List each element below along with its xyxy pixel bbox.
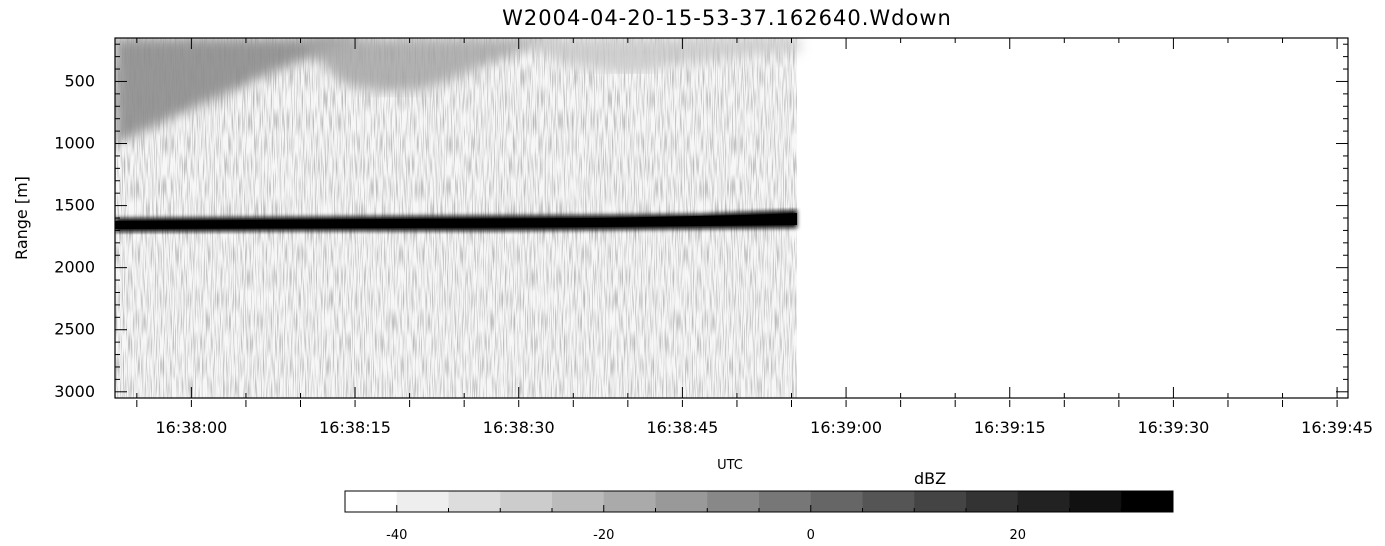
colorbar-label: dBZ: [914, 469, 946, 488]
colorbar-swatch: [448, 491, 501, 512]
colorbar-swatch: [1017, 491, 1070, 512]
x-tick-label: 16:39:30: [1137, 418, 1209, 437]
x-tick-label: 16:38:00: [155, 418, 227, 437]
colorbar-swatch: [759, 491, 812, 512]
colorbar-swatch: [862, 491, 915, 512]
strong-return-layer: [115, 210, 797, 232]
x-tick-label: 16:38:45: [646, 418, 718, 437]
x-tick-label: 16:38:15: [319, 418, 391, 437]
x-tick-label: 16:38:30: [483, 418, 555, 437]
x-tick-label: 16:39:15: [974, 418, 1046, 437]
colorbar-swatch: [500, 491, 553, 512]
x-axis: 16:38:00 16:38:15 16:38:30 16:38:45 16:39:00…: [136, 38, 1373, 437]
colorbar-swatch: [810, 491, 863, 512]
colorbar-tick-label: 20: [1009, 528, 1026, 543]
near-range-clutter: [115, 38, 800, 145]
colorbar-swatch: [914, 491, 967, 512]
colorbar-swatch: [552, 491, 605, 512]
colorbar-swatch: [655, 491, 708, 512]
colorbar-swatch: [345, 491, 398, 512]
chart-title: W2004-04-20-15-53-37.162640.Wdown: [502, 6, 952, 30]
colorbar-swatch: [603, 491, 656, 512]
x-tick-label: 16:39:45: [1301, 418, 1373, 437]
y-tick-label: 3000: [54, 382, 95, 401]
colorbar-swatch: [1121, 491, 1174, 512]
y-axis: 500 1000 1500 2000 2500 3000: [54, 43, 1348, 401]
y-tick-label: 2000: [54, 258, 95, 277]
radar-image: [115, 38, 800, 398]
colorbar: -40 -20 0 20: [344, 490, 1174, 543]
colorbar-swatch: [396, 491, 449, 512]
y-tick-label: 1500: [54, 196, 95, 215]
y-tick-label: 1000: [54, 134, 95, 153]
y-tick-label: 500: [64, 71, 95, 90]
colorbar-tick-label: 0: [807, 528, 815, 543]
colorbar-swatch: [966, 491, 1019, 512]
x-tick-label: 16:39:00: [810, 418, 882, 437]
x-axis-label: UTC: [717, 458, 743, 473]
colorbar-swatch: [707, 491, 760, 512]
y-tick-label: 2500: [54, 320, 95, 339]
colorbar-tick-label: -40: [386, 528, 407, 543]
colorbar-tick-label: -20: [593, 528, 614, 543]
y-axis-label: Range [m]: [12, 176, 31, 260]
colorbar-swatch: [1069, 491, 1122, 512]
